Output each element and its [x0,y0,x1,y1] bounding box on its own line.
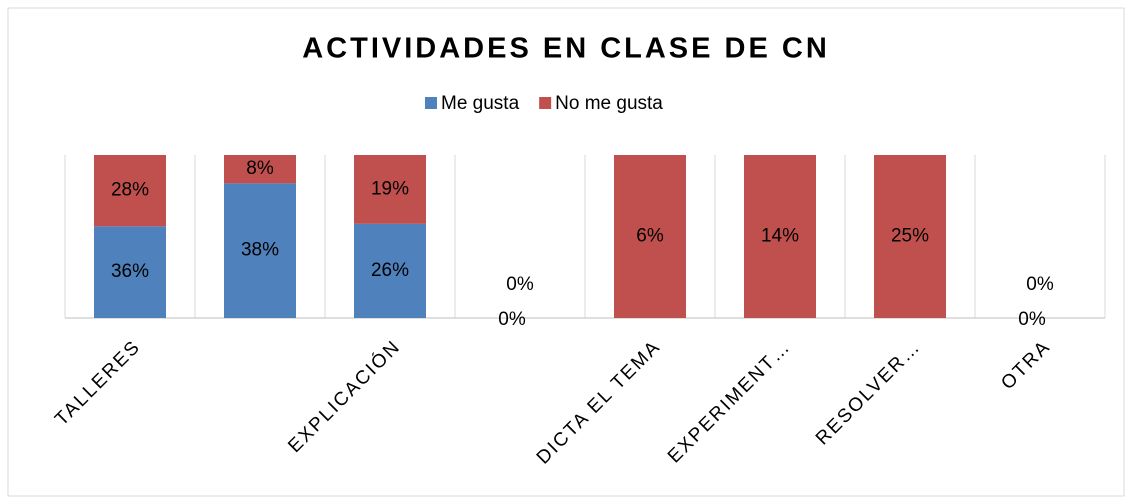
data-label: 0% [1018,309,1046,330]
bar-segment [224,183,296,318]
data-label: 26% [371,260,409,281]
bar-segment [354,155,426,224]
data-label: 14% [761,226,799,247]
data-label: 8% [246,158,274,179]
bar-segment [614,155,686,318]
legend-swatch [425,97,437,109]
data-label: 6% [636,226,664,247]
legend-swatch [539,97,552,109]
bar-segment [94,155,166,227]
data-label: 28% [111,180,149,201]
legend-label: Me gusta [441,93,520,114]
bar-segment [94,226,166,318]
data-label: 25% [891,226,929,247]
data-label: 0% [1026,274,1054,295]
data-label: 19% [371,178,409,199]
bar-segment [874,155,946,318]
data-label: 38% [241,240,279,261]
data-label: 0% [498,309,526,330]
data-label: 36% [111,261,149,282]
bar-segment [224,155,296,184]
legend-label: No me gusta [555,93,663,114]
data-label: 0% [506,274,534,295]
bar-segment [354,223,426,318]
chart-title: ACTIVIDADES EN CLASE DE CN [302,33,830,65]
bar-segment [744,155,816,318]
